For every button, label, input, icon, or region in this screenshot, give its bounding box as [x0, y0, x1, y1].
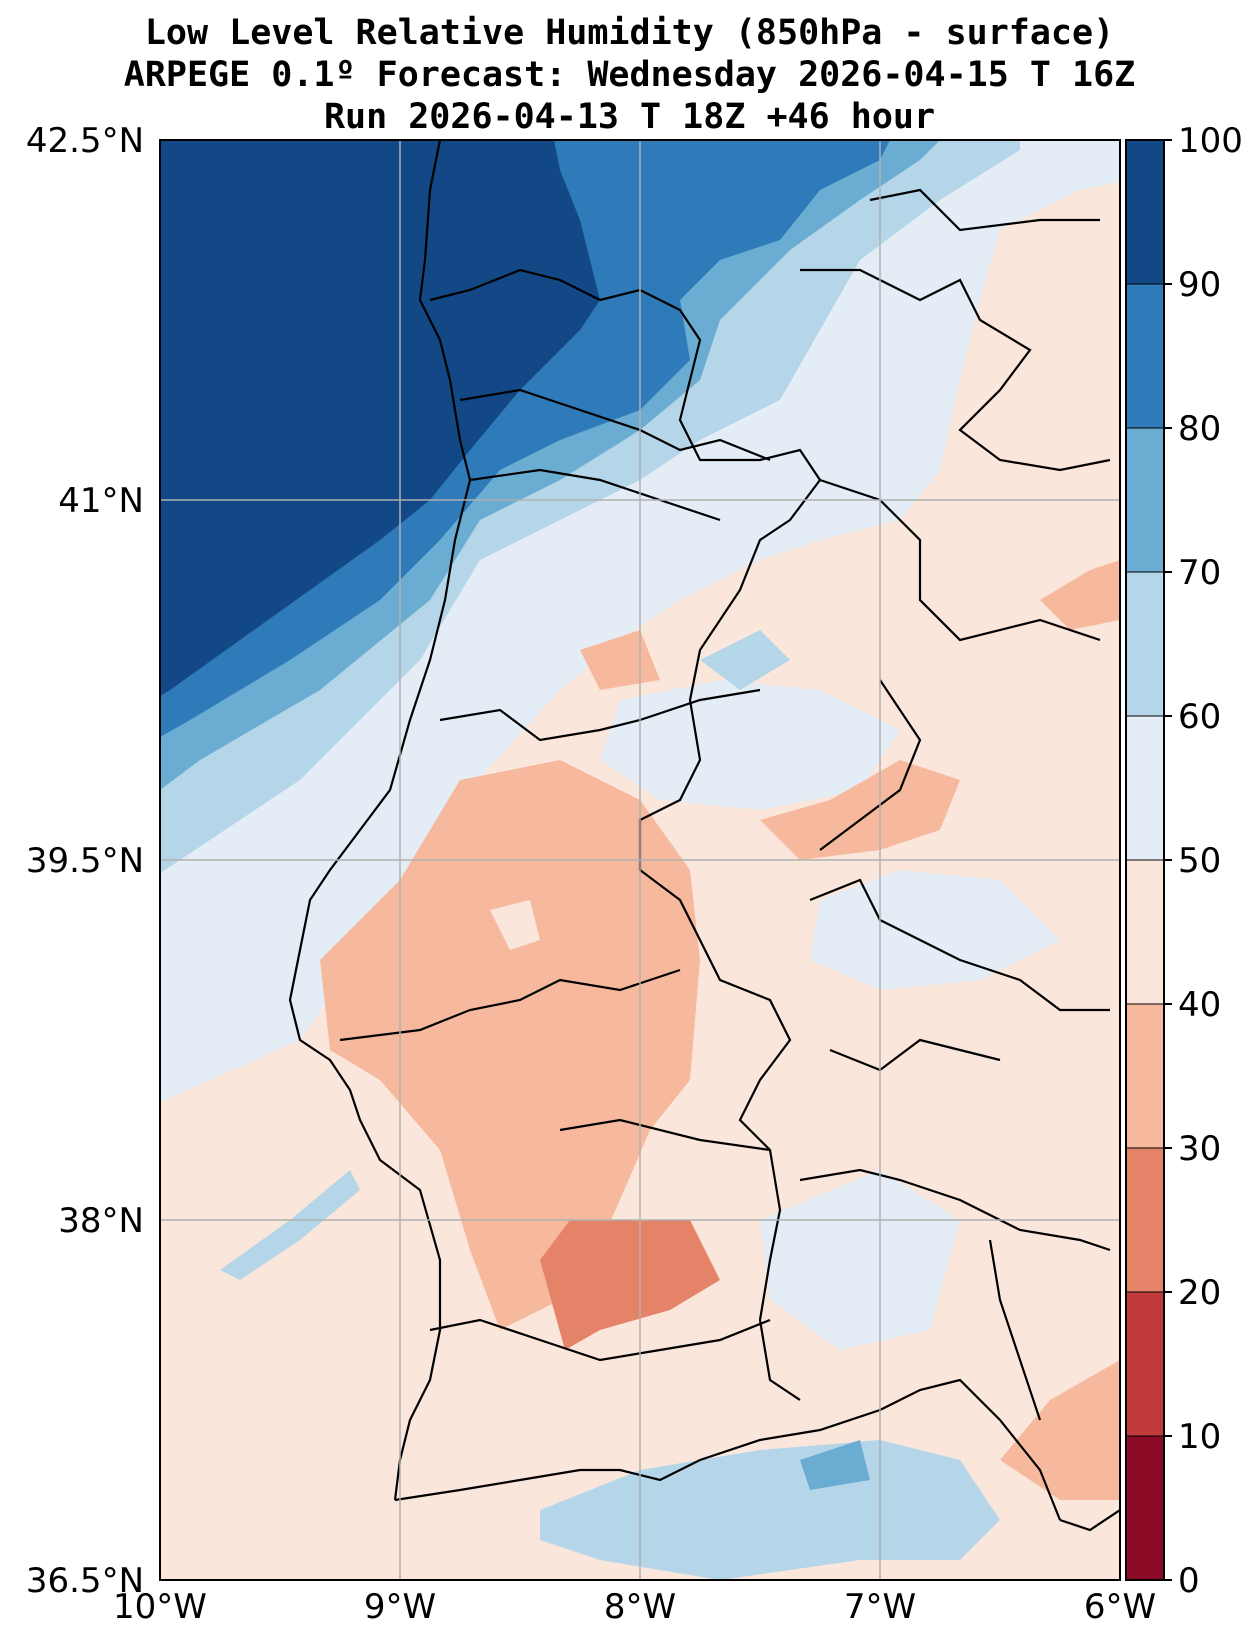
- colorbar-tick-label: 100: [1178, 121, 1243, 161]
- colorbar-tick-label: 60: [1178, 697, 1221, 737]
- latitude-labels: 42.5°N 41°N 39.5°N 38°N 36.5°N: [26, 121, 144, 1601]
- colorbar-tick-label: 0: [1178, 1561, 1200, 1601]
- spain-province-border-3: [800, 268, 1111, 472]
- colorbar-tick-label: 70: [1178, 553, 1221, 593]
- colorbar-segment-40-50: [1126, 860, 1164, 1005]
- spain-province-border-5: [809, 878, 1110, 1012]
- band-70-80-south: [800, 1440, 870, 1490]
- colorbar-tick-label: 10: [1178, 1417, 1221, 1457]
- band-30-40-east: [760, 760, 960, 860]
- colorbar-segment-50-60: [1126, 716, 1164, 861]
- colorbar-tick-label: 50: [1178, 841, 1221, 881]
- lon-label-8w: 8°W: [604, 1587, 676, 1627]
- lon-label-9w: 9°W: [364, 1587, 436, 1627]
- northern-border: [429, 268, 601, 302]
- map-title-line-2: ARPEGE 0.1º Forecast: Wednesday 2026-04-…: [123, 55, 1136, 95]
- map-frame: [159, 139, 1121, 1581]
- band-30-40-northeast: [1040, 560, 1120, 630]
- band-30-40-southeast: [1000, 1360, 1120, 1500]
- gridlines: [160, 140, 1120, 1580]
- spain-province-border-2: [869, 188, 1100, 232]
- district-border-5: [559, 1118, 771, 1152]
- band-60-70-patch: [700, 630, 790, 690]
- colorbar-segment-20-30: [1126, 1148, 1164, 1293]
- colorbar-segment-80-90: [1126, 284, 1164, 429]
- lon-label-10w: 10°W: [113, 1587, 207, 1627]
- band-60-70-sw: [220, 1170, 360, 1280]
- colorbar-tick-label: 20: [1178, 1273, 1221, 1313]
- gibraltar-coast: [1059, 1509, 1120, 1532]
- lat-label-41n: 41°N: [58, 481, 144, 521]
- colorbar-segment-30-40: [1126, 1004, 1164, 1149]
- band-30-40-interior: [320, 760, 700, 1330]
- band-50-60-east: [810, 870, 1060, 990]
- district-border-6: [429, 1318, 771, 1362]
- band-40-50-hole: [490, 900, 540, 950]
- spain-province-border-7: [799, 1168, 1111, 1252]
- colorbar-tick-label: 90: [1178, 265, 1221, 305]
- atlantic-coastline: [288, 140, 472, 1501]
- colorbar-tick-label: 30: [1178, 1129, 1221, 1169]
- colorbar-segments: [1126, 140, 1164, 1581]
- lon-label-6w: 6°W: [1084, 1587, 1156, 1627]
- lat-label-38n: 38°N: [58, 1201, 144, 1241]
- spain-province-border-4: [819, 679, 922, 851]
- map-title-line-1: Low Level Relative Humidity (850hPa - su…: [144, 13, 1115, 53]
- band-20-30: [540, 1220, 720, 1350]
- lon-label-7w: 7°W: [844, 1587, 916, 1627]
- band-50-60-south: [760, 1170, 960, 1350]
- lat-label-42-5n: 42.5°N: [26, 121, 144, 161]
- colorbar-segment-0-10: [1126, 1436, 1164, 1581]
- longitude-labels: 10°W 9°W 8°W 7°W 6°W: [113, 1587, 1156, 1627]
- lat-label-39-5n: 39.5°N: [26, 841, 144, 881]
- lat-label-36-5n: 36.5°N: [26, 1561, 144, 1601]
- band-90-100: [160, 140, 600, 696]
- colorbar-segment-10-20: [1126, 1292, 1164, 1437]
- map-title-line-3: Run 2026-04-13 T 18Z +46 hour: [323, 97, 936, 137]
- spain-province-border-8: [988, 1239, 1042, 1421]
- colorbar-tick-label: 80: [1178, 409, 1221, 449]
- portugal-spain-border: [599, 288, 822, 1401]
- colorbar: 0 10 20 30 40 50 60 70 80 90 100: [1125, 121, 1243, 1601]
- district-border-4: [339, 968, 681, 1042]
- south-coastline: [394, 1378, 1062, 1521]
- colorbar-segment-60-70: [1126, 572, 1164, 717]
- band-60-70-south: [540, 1440, 1000, 1580]
- colorbar-segment-90-100: [1126, 140, 1164, 285]
- band-50-60-mid: [600, 680, 900, 810]
- spain-province-border-6: [829, 1038, 1001, 1072]
- colorbar-ticks: 0 10 20 30 40 50 60 70 80 90 100: [1126, 121, 1243, 1601]
- district-border-3: [439, 688, 761, 742]
- colorbar-segment-70-80: [1126, 428, 1164, 573]
- colorbar-tick-label: 40: [1178, 985, 1221, 1025]
- district-border-2: [469, 468, 721, 522]
